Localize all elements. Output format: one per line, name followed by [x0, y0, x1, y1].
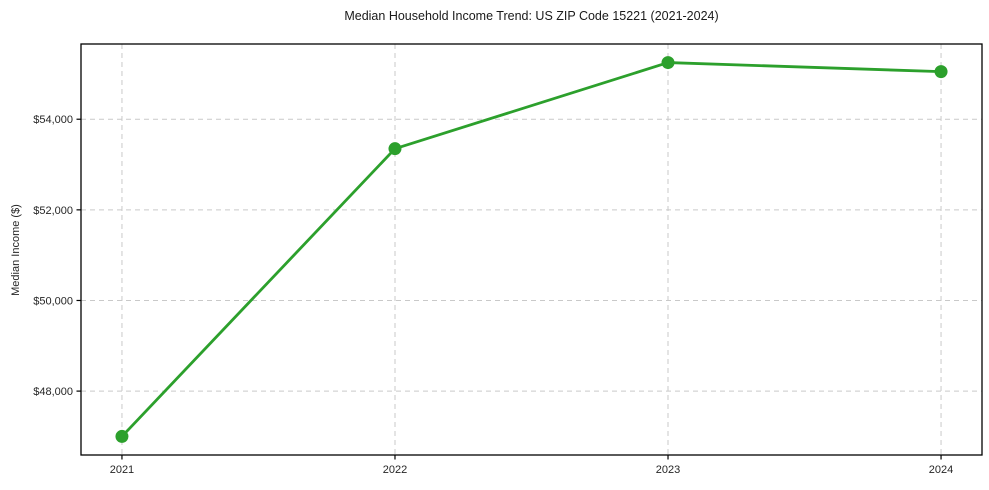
plot-border [80, 43, 983, 456]
plot-frame [80, 43, 983, 456]
data-point [388, 142, 402, 156]
data-series [115, 56, 948, 443]
x-tick-label: 2021 [110, 464, 134, 476]
y-tick-label: $54,000 [33, 114, 73, 126]
x-tick-label: 2022 [383, 464, 407, 476]
tick-labels: $48,000 $50,000 $52,000 $54,000 2021 2022 2023… [33, 114, 953, 476]
trend-line [120, 61, 943, 438]
data-point [115, 429, 129, 443]
y-tick-label: $52,000 [33, 205, 73, 217]
y-axis-label: Median Income ($) [10, 204, 22, 296]
x-tick-label: 2024 [929, 464, 953, 476]
gridlines [81, 44, 982, 455]
data-point [934, 65, 948, 79]
x-tick-label: 2023 [656, 464, 680, 476]
data-point [661, 56, 675, 70]
chart-title: Median Household Income Trend: US ZIP Co… [344, 9, 719, 23]
y-tick-label: $48,000 [33, 386, 73, 398]
y-tick-label: $50,000 [33, 295, 73, 307]
axis-ticks [76, 118, 942, 460]
